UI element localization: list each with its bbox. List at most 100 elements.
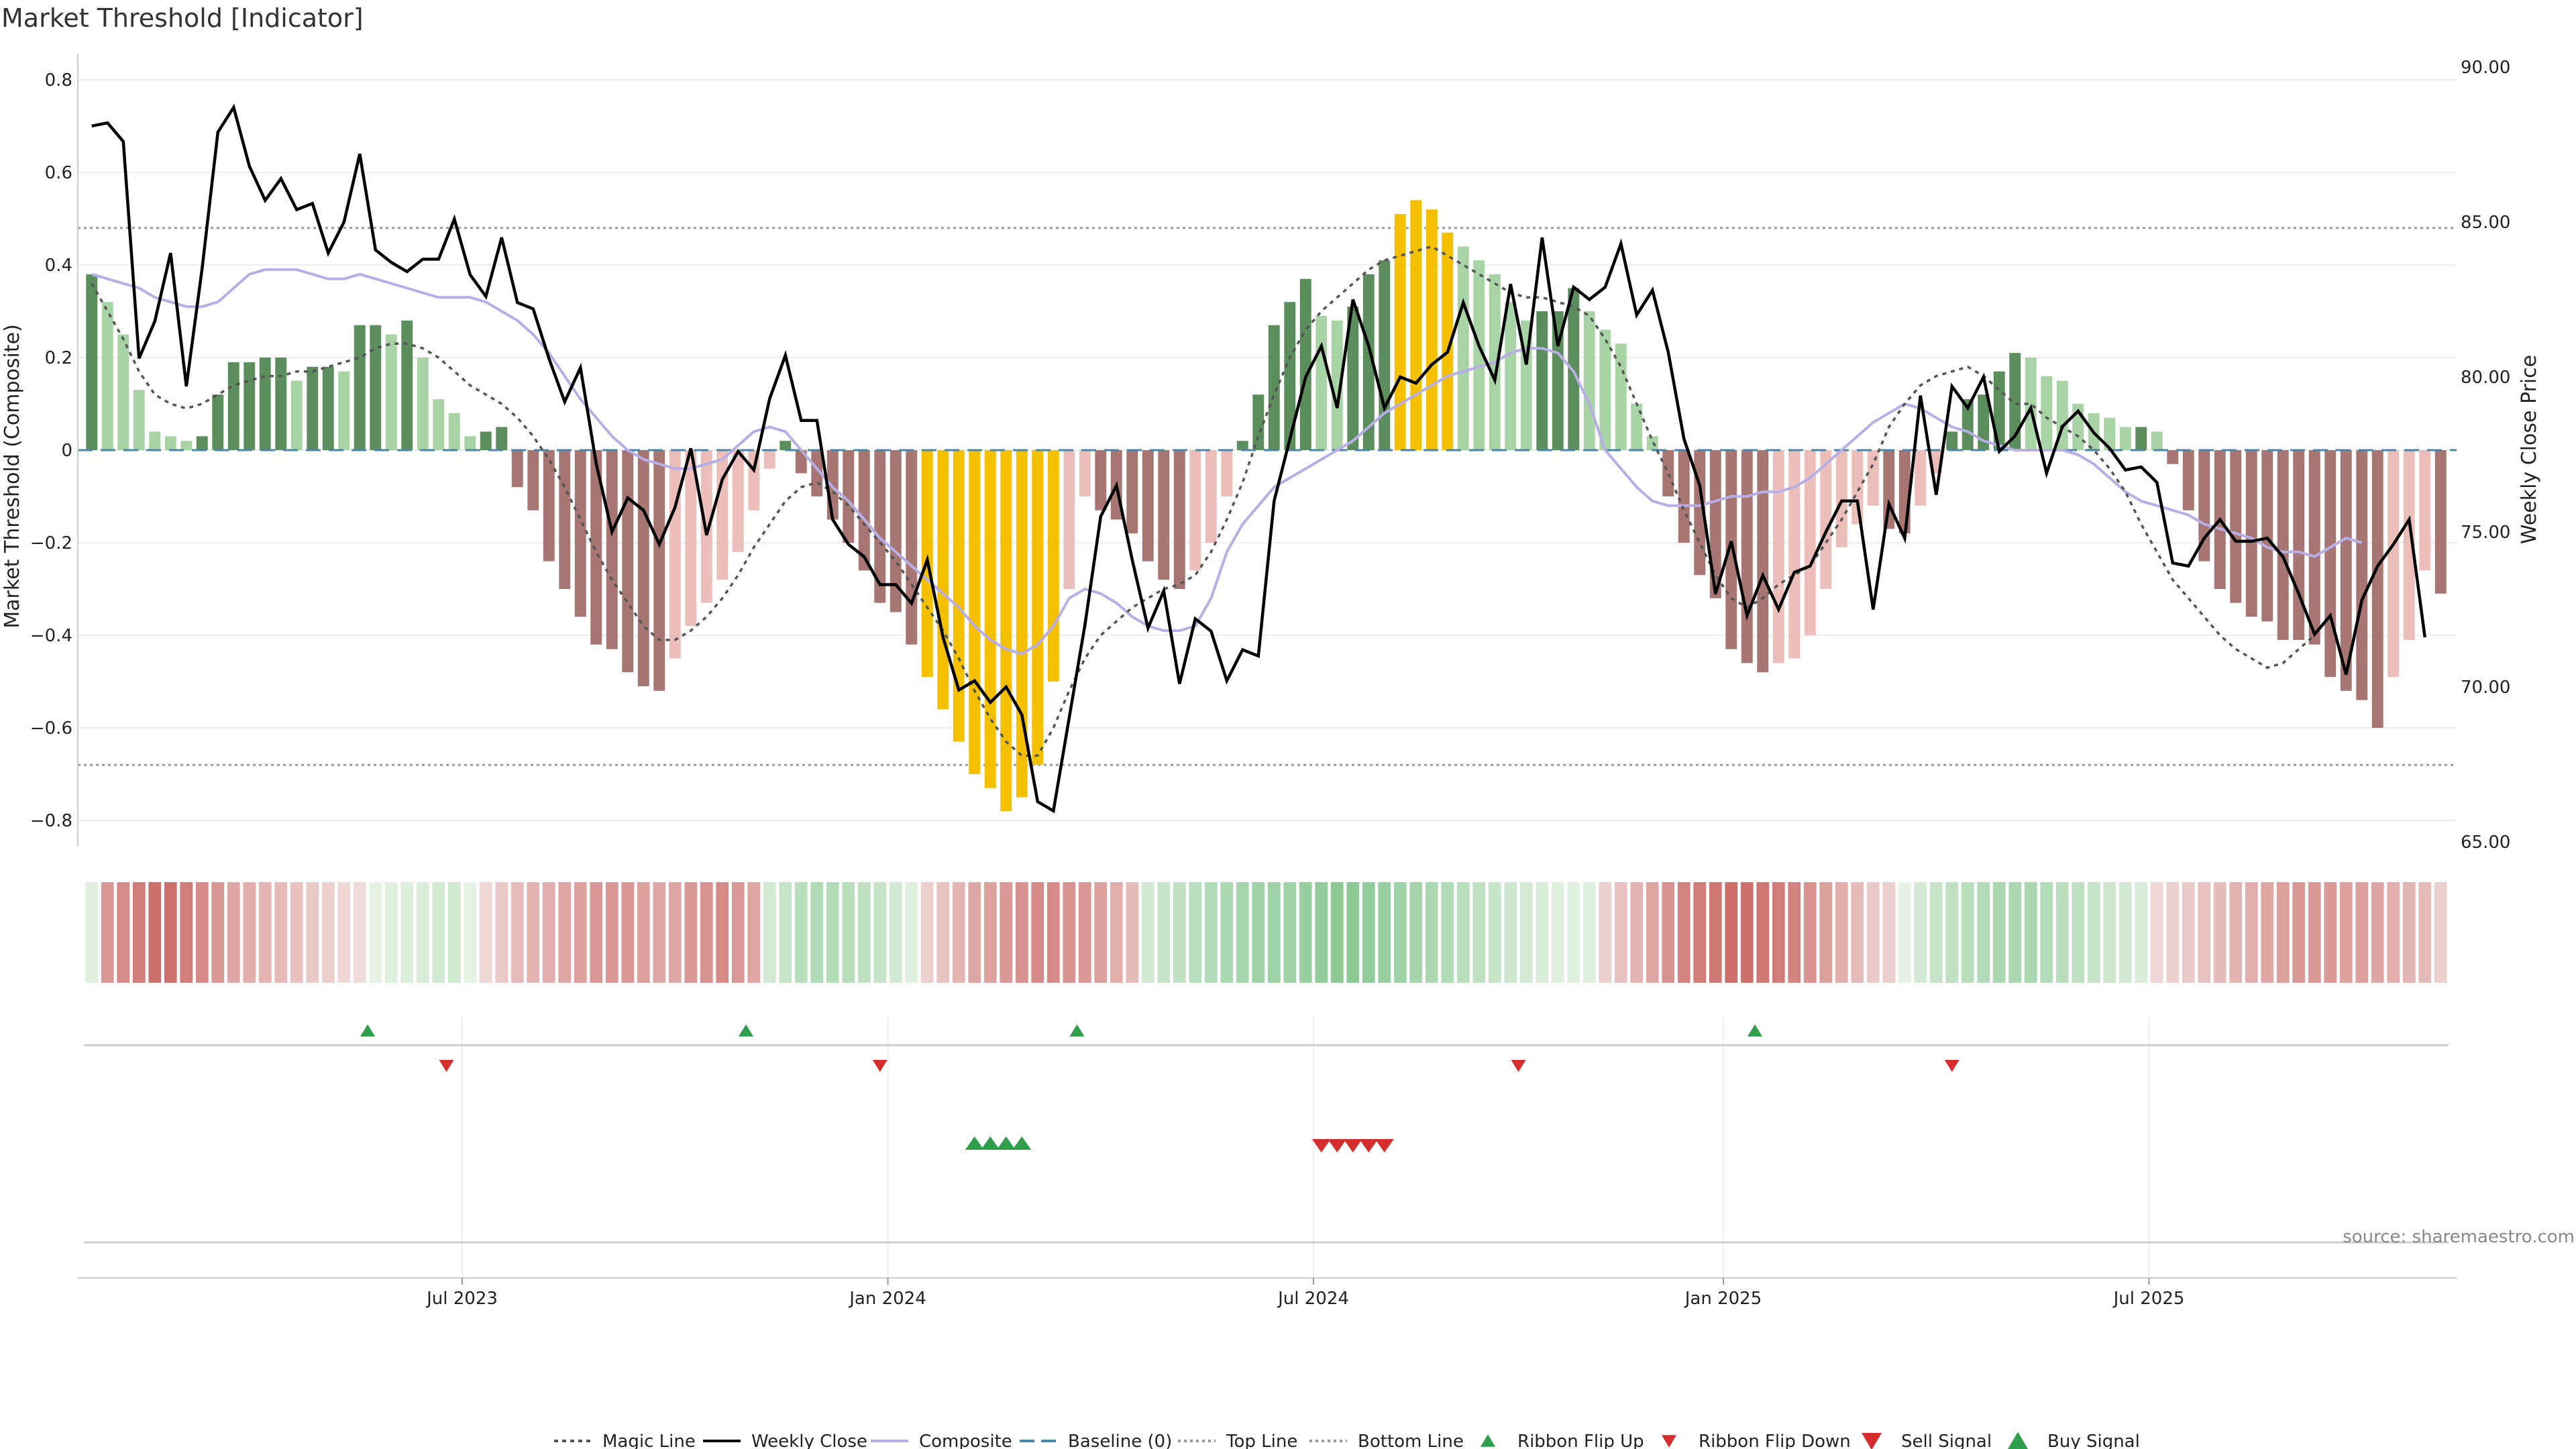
ribbon-cell: [653, 882, 666, 983]
ribbon-cell: [2135, 882, 2148, 983]
ribbon-cell: [527, 882, 540, 983]
composite-bar: [1772, 450, 1784, 663]
ribbon-cell: [779, 882, 792, 983]
composite-bar: [574, 450, 586, 617]
left-y-tick-label: 0.8: [45, 70, 72, 91]
composite-bar: [180, 441, 193, 450]
composite-bar: [2324, 450, 2337, 678]
ribbon-cell: [842, 882, 855, 983]
composite-bar: [196, 436, 208, 450]
ribbon-cell: [684, 882, 698, 983]
composite-bar: [984, 450, 996, 788]
composite-bar: [1268, 325, 1280, 450]
buy-signal-marker: [1012, 1136, 1032, 1150]
ribbon-cell: [763, 882, 776, 983]
ribbon-cell: [1536, 882, 1549, 983]
x-tick-label: Jul 2025: [2112, 1289, 2185, 1309]
buy-signal-marker: [965, 1136, 984, 1150]
ribbon-cell: [1551, 882, 1564, 983]
ribbon-cell: [968, 882, 981, 983]
ribbon-cell: [2292, 882, 2306, 983]
composite-bar: [1394, 214, 1406, 450]
ribbon-cell: [274, 882, 288, 983]
composite-bar: [480, 431, 492, 450]
ribbon-cell: [400, 882, 414, 983]
sell-signal-marker: [1311, 1139, 1331, 1152]
left-y-tick-label: −0.6: [30, 718, 72, 739]
ribbon-cell: [2087, 882, 2100, 983]
composite-bar: [2135, 427, 2147, 450]
composite-bar: [732, 450, 744, 552]
composite-bar: [401, 320, 413, 450]
ribbon-cell: [1819, 882, 1833, 983]
ribbon-cell: [148, 882, 162, 983]
composite-bar: [2230, 450, 2242, 603]
sell-signal-marker: [1375, 1139, 1394, 1152]
composite-bar: [606, 450, 618, 649]
ribbon-cell: [590, 882, 603, 983]
composite-bar: [354, 325, 366, 450]
ribbon-cell: [2324, 882, 2337, 983]
ribbon-strip: [85, 882, 2447, 983]
ribbon-cell: [2229, 882, 2243, 983]
composite-bar: [590, 450, 602, 645]
composite-bar: [1552, 311, 1564, 450]
composite-bar: [1536, 311, 1548, 450]
left-y-axis-ticks: 0.8 0.6 0.4 0.2 0 −0.2 −0.4 −0.6 −0.8: [30, 70, 72, 831]
ribbon-cell: [1693, 882, 1707, 983]
composite-bar: [1047, 450, 1059, 682]
ribbon-cell: [2166, 882, 2180, 983]
ribbon-cell: [1000, 882, 1013, 983]
sell-signal-marker: [1328, 1139, 1347, 1152]
ribbon-cell: [2055, 882, 2069, 983]
ribbon-cell: [1835, 882, 1848, 983]
composite-bar: [2025, 358, 2037, 450]
ribbon-cell: [2103, 882, 2116, 983]
ribbon-cell: [542, 882, 555, 983]
ribbon-cell: [1614, 882, 1627, 983]
ribbon-flip-up-marker: [360, 1024, 375, 1036]
composite-bar: [795, 450, 807, 474]
composite-bar: [1631, 404, 1643, 450]
legend: Magic Line Weekly Close Composite Baseline …: [554, 1432, 2140, 1449]
right-y-axis-label: Weekly Close Price: [2518, 355, 2541, 544]
ribbon-cell: [716, 882, 729, 983]
composite-bar: [1173, 450, 1185, 589]
ribbon-cell: [2150, 882, 2163, 983]
left-y-axis-label: Market Threshold (Composite): [1, 324, 24, 629]
legend-label: Baseline (0): [1068, 1432, 1172, 1449]
composite-bar: [1709, 450, 1721, 598]
composite-bar: [2041, 376, 2053, 450]
ribbon-cell: [1141, 882, 1155, 983]
composite-bar: [1331, 320, 1343, 450]
composite-bar: [1126, 450, 1138, 534]
ribbon-cell: [290, 882, 303, 983]
composite-bar: [1316, 315, 1328, 450]
ribbon-cell: [2245, 882, 2258, 983]
composite-bar: [1915, 450, 1927, 506]
ribbon-flip-down-marker: [1511, 1060, 1526, 1072]
composite-bar: [969, 450, 981, 774]
ribbon-cell: [2040, 882, 2053, 983]
ribbon-cell: [1945, 882, 1959, 983]
ribbon-cell: [1709, 882, 1722, 983]
ribbon-flip-down-marker: [1944, 1060, 1960, 1072]
composite-bar: [2419, 450, 2431, 571]
ribbon-cell: [164, 882, 177, 983]
composite-bar: [2182, 450, 2194, 511]
ribbon-cell: [2371, 882, 2384, 983]
ribbon-cell: [2261, 882, 2274, 983]
composite-bar: [2261, 450, 2273, 622]
ribbon-cell: [1330, 882, 1344, 983]
composite-bar: [763, 450, 775, 469]
composite-bar: [433, 399, 445, 450]
ribbon-cell: [1267, 882, 1281, 983]
ribbon-cell: [1252, 882, 1265, 983]
composite-bar: [164, 436, 176, 450]
right-y-tick-label: 70.00: [2461, 678, 2510, 698]
composite-bar: [338, 371, 350, 450]
composite-bar: [2293, 450, 2305, 640]
ribbon-cell: [1851, 882, 1864, 983]
legend-label: Buy Signal: [2047, 1432, 2140, 1449]
